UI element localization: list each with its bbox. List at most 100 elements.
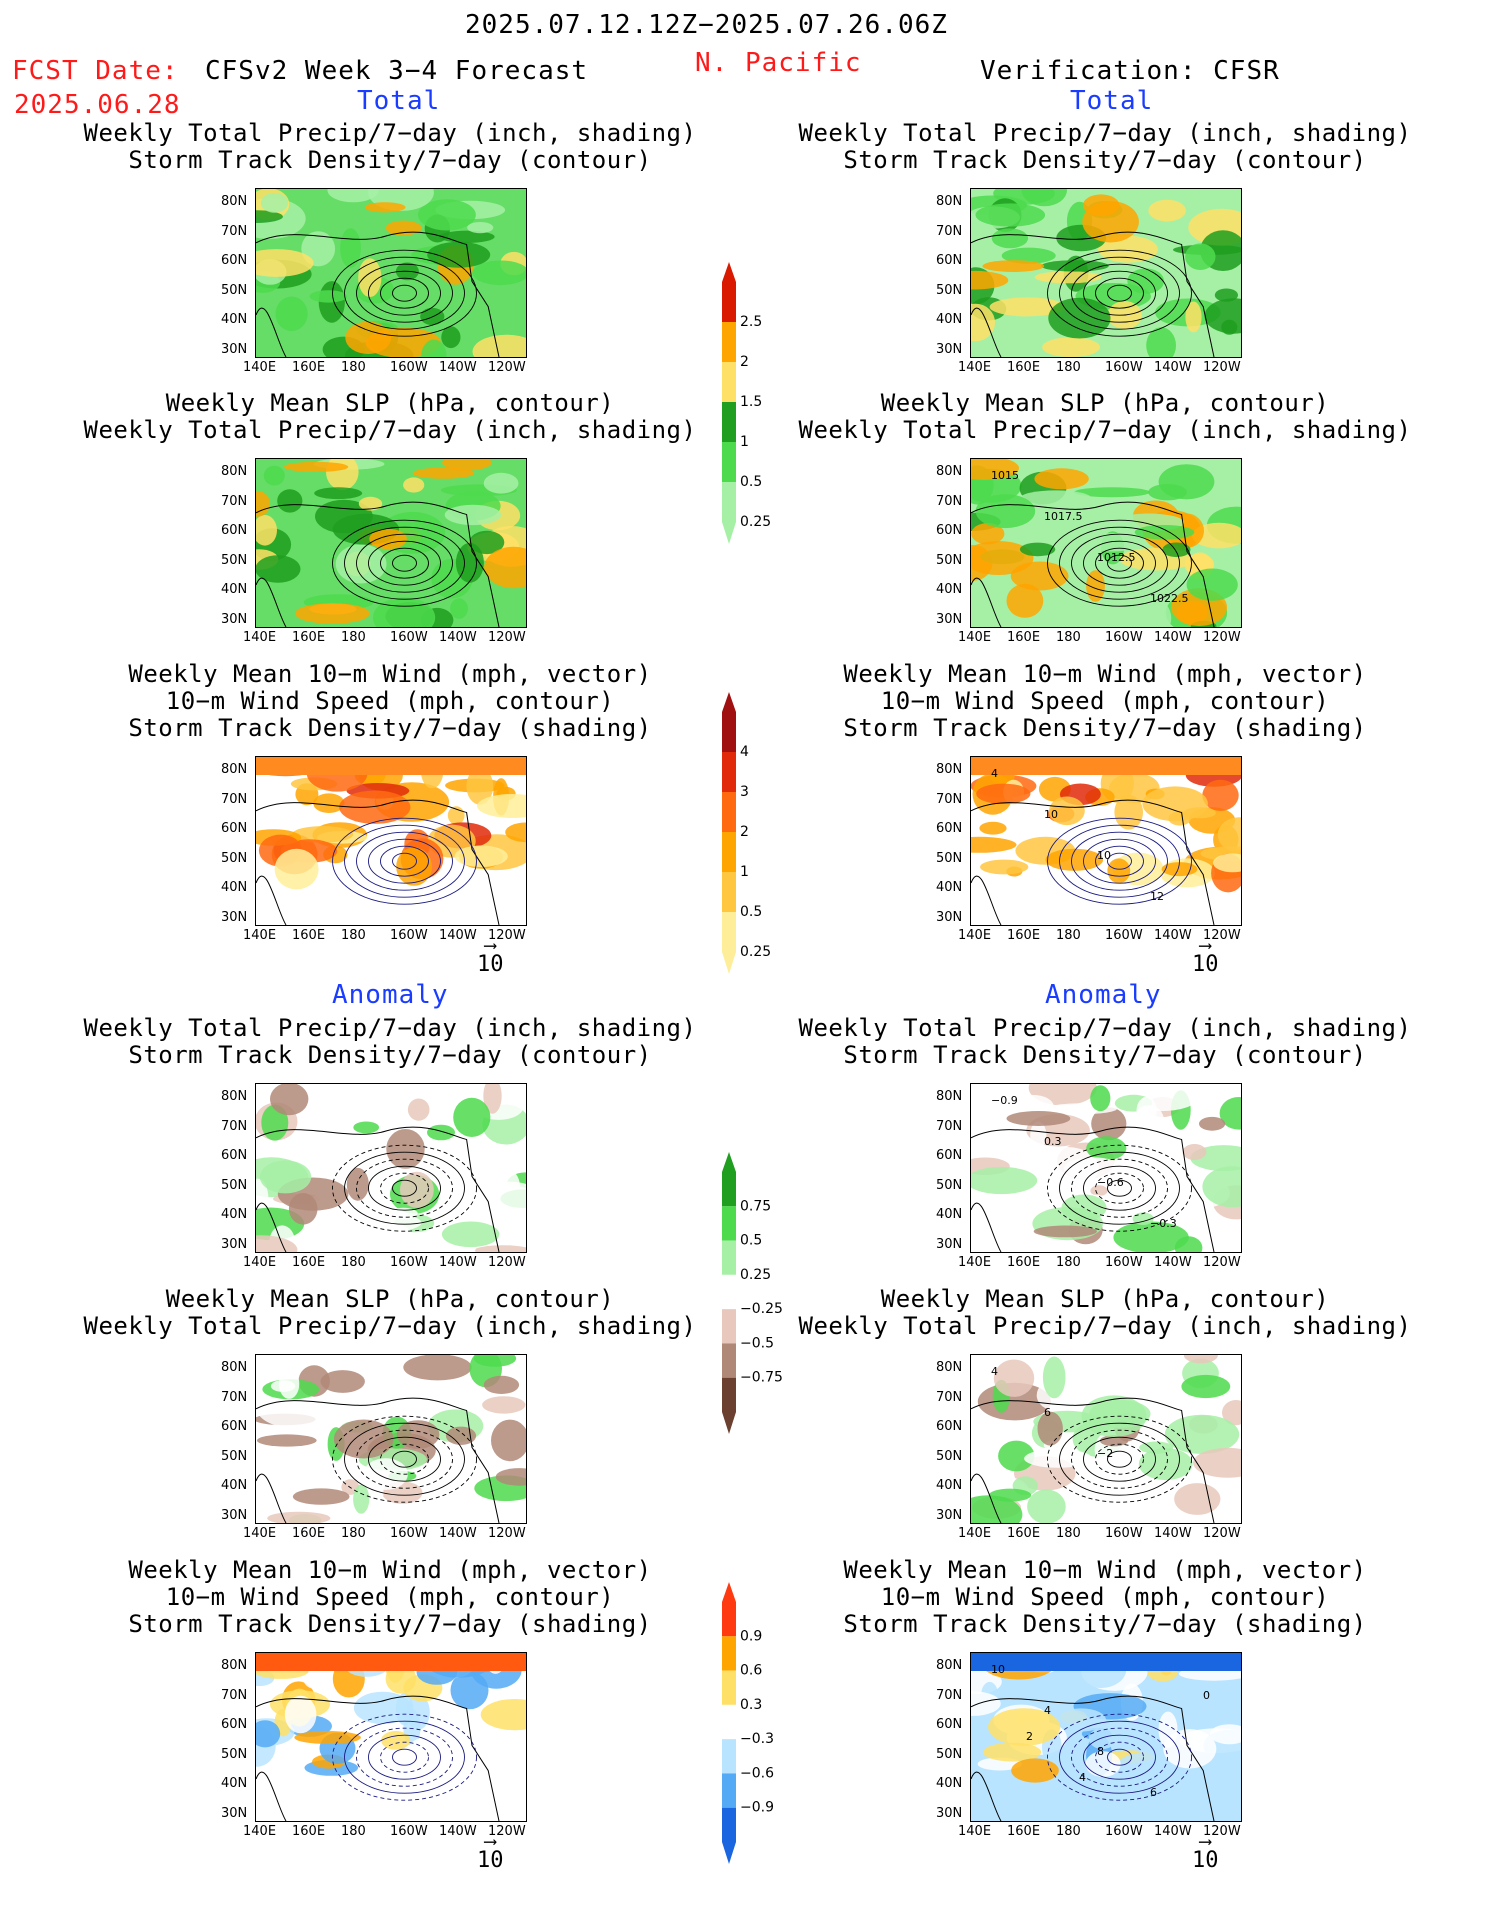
contour-label: 1022.5 (1150, 592, 1189, 605)
lat-tick-label: 30N (936, 611, 963, 627)
lat-tick-label: 80N (936, 1658, 963, 1673)
panel-title-line: Weekly Total Precip/7−day (inch, shading… (83, 1312, 697, 1340)
fcst-date: 2025.06.28 (14, 90, 181, 120)
colorbar-swatch (722, 1240, 736, 1275)
lon-tick-label: 140W (1154, 928, 1192, 943)
lon-tick-label: 160W (1105, 1255, 1143, 1270)
lat-tick-label: 40N (221, 1478, 248, 1493)
lon-tick-label: 140W (439, 630, 477, 645)
lat-tick-label: 30N (221, 1805, 248, 1821)
lon-tick-label: 180 (341, 928, 366, 943)
lon-tick-label: 160W (390, 1526, 428, 1541)
contour-label: 1015 (991, 469, 1019, 482)
lon-tick-label: 140W (439, 360, 477, 375)
colorbar-label: 0.6 (740, 1663, 762, 1679)
colorbar-swatch (722, 1274, 736, 1310)
lon-tick-label: 140W (1154, 1824, 1192, 1839)
lat-tick-label: 30N (221, 909, 248, 925)
lat-tick-label: 60N (936, 821, 963, 836)
colorbar-swatch (722, 1670, 736, 1705)
lon-tick-label: 160E (1007, 1824, 1041, 1839)
lon-tick-label: 180 (1056, 360, 1081, 375)
lat-tick-label: 70N (936, 493, 963, 509)
colorbar-label: 2 (740, 354, 749, 370)
colorbar-swatch (722, 1704, 736, 1740)
panel-title-line: Weekly Mean SLP (hPa, contour) (880, 389, 1330, 417)
lon-tick-label: 180 (1056, 1255, 1081, 1270)
map-p1 (255, 188, 527, 358)
colorbar-label: 0.5 (740, 474, 762, 490)
panel-title-line: Storm Track Density/7−day (shading) (128, 1610, 652, 1638)
map-p4: 1015 1017.5 1012.5 1022.5 (970, 458, 1242, 628)
colorbar-label: 0.3 (740, 1697, 762, 1713)
contour-label: 1012.5 (1097, 551, 1136, 564)
lat-tick-label: 80N (936, 194, 963, 209)
contour-label: 4 (1079, 1771, 1086, 1784)
colorbar-swatch (722, 322, 736, 362)
lat-tick-label: 60N (221, 1419, 248, 1434)
colorbar-label: −0.9 (740, 1800, 774, 1816)
section-anomaly-right: Anomaly (1045, 980, 1162, 1010)
lat-tick-label: 50N (221, 552, 248, 568)
lat-tick-label: 40N (221, 1776, 248, 1791)
colorbar-label: 0.9 (740, 1628, 762, 1644)
lat-tick-label: 30N (936, 1507, 963, 1523)
lat-tick-label: 70N (936, 1687, 963, 1703)
lat-tick-label: 80N (936, 762, 963, 777)
section-anomaly-left: Anomaly (332, 980, 449, 1010)
lat-tick-label: 80N (936, 1089, 963, 1104)
lat-tick-label: 40N (936, 1776, 963, 1791)
lat-tick-label: 50N (221, 850, 248, 866)
panel-title-line: Weekly Total Precip/7−day (inch, shading… (798, 1014, 1412, 1042)
lon-tick-label: 140E (243, 630, 277, 645)
panel-title-line: Weekly Mean 10−m Wind (mph, vector) (843, 1556, 1367, 1584)
lon-tick-label: 160E (292, 630, 326, 645)
lat-tick-label: 50N (936, 850, 963, 866)
lon-tick-label: 140W (439, 1824, 477, 1839)
arrow-right-icon: ⟶ (1199, 935, 1211, 956)
lat-tick-label: 40N (936, 312, 963, 327)
lat-tick-label: 60N (221, 1148, 248, 1163)
colorbar-precip-total: 2.5 2 1.5 1 0.5 0.25 (722, 262, 771, 544)
contour-label: −0.6 (1097, 1176, 1124, 1189)
panel-title-line: 10−m Wind Speed (mph, contour) (880, 687, 1330, 715)
lon-tick-label: 120W (1203, 1255, 1241, 1270)
lat-tick-label: 50N (936, 1177, 963, 1193)
colorbar-label: 1 (740, 864, 749, 880)
lon-tick-label: 160W (1105, 928, 1143, 943)
lon-tick-label: 120W (1203, 928, 1241, 943)
lat-tick-label: 50N (221, 282, 248, 298)
lon-tick-label: 160W (390, 360, 428, 375)
lon-tick-label: 180 (1056, 1526, 1081, 1541)
colorbar-label: −0.3 (740, 1731, 774, 1747)
lat-tick-label: 50N (936, 552, 963, 568)
lon-tick-label: 160W (390, 1824, 428, 1839)
map-p8: −0.9 0.3 −0.6 −0.3 (970, 1083, 1242, 1253)
panel-title-line: Storm Track Density/7−day (contour) (843, 146, 1367, 174)
lon-tick-label: 160W (1105, 630, 1143, 645)
lon-tick-label: 140E (958, 360, 992, 375)
lat-tick-label: 80N (936, 464, 963, 479)
contour-label: 12 (1150, 890, 1164, 903)
period-title: 2025.07.12.12Z−2025.07.26.06Z (465, 10, 948, 40)
section-total-right: Total (1070, 86, 1154, 116)
colorbar-swatch (722, 792, 736, 832)
panel-title-line: Weekly Total Precip/7−day (inch, shading… (83, 1014, 697, 1042)
lat-tick-label: 80N (221, 1089, 248, 1104)
lat-tick-label: 60N (936, 1717, 963, 1732)
lon-tick-label: 120W (1203, 630, 1241, 645)
panel-title-line: 10−m Wind Speed (mph, contour) (880, 1583, 1330, 1611)
colorbar-swatch (722, 1343, 736, 1378)
lon-tick-label: 120W (488, 360, 526, 375)
lat-tick-label: 70N (936, 1389, 963, 1405)
panel-title-line: Storm Track Density/7−day (contour) (128, 146, 652, 174)
colorbar-storm-anom: 0.9 0.6 0.3 −0.3 −0.6 −0.9 (722, 1582, 774, 1864)
lat-tick-label: 30N (221, 1236, 248, 1252)
lat-tick-label: 70N (936, 1118, 963, 1134)
lat-tick-label: 40N (936, 1207, 963, 1222)
colorbar-label: 1 (740, 434, 749, 450)
colorbar-label: −0.5 (740, 1335, 774, 1351)
colorbar-label: 0.25 (740, 1267, 771, 1283)
lon-tick-label: 140E (958, 1824, 992, 1839)
panel-title-line: Weekly Total Precip/7−day (inch, shading… (83, 416, 697, 444)
